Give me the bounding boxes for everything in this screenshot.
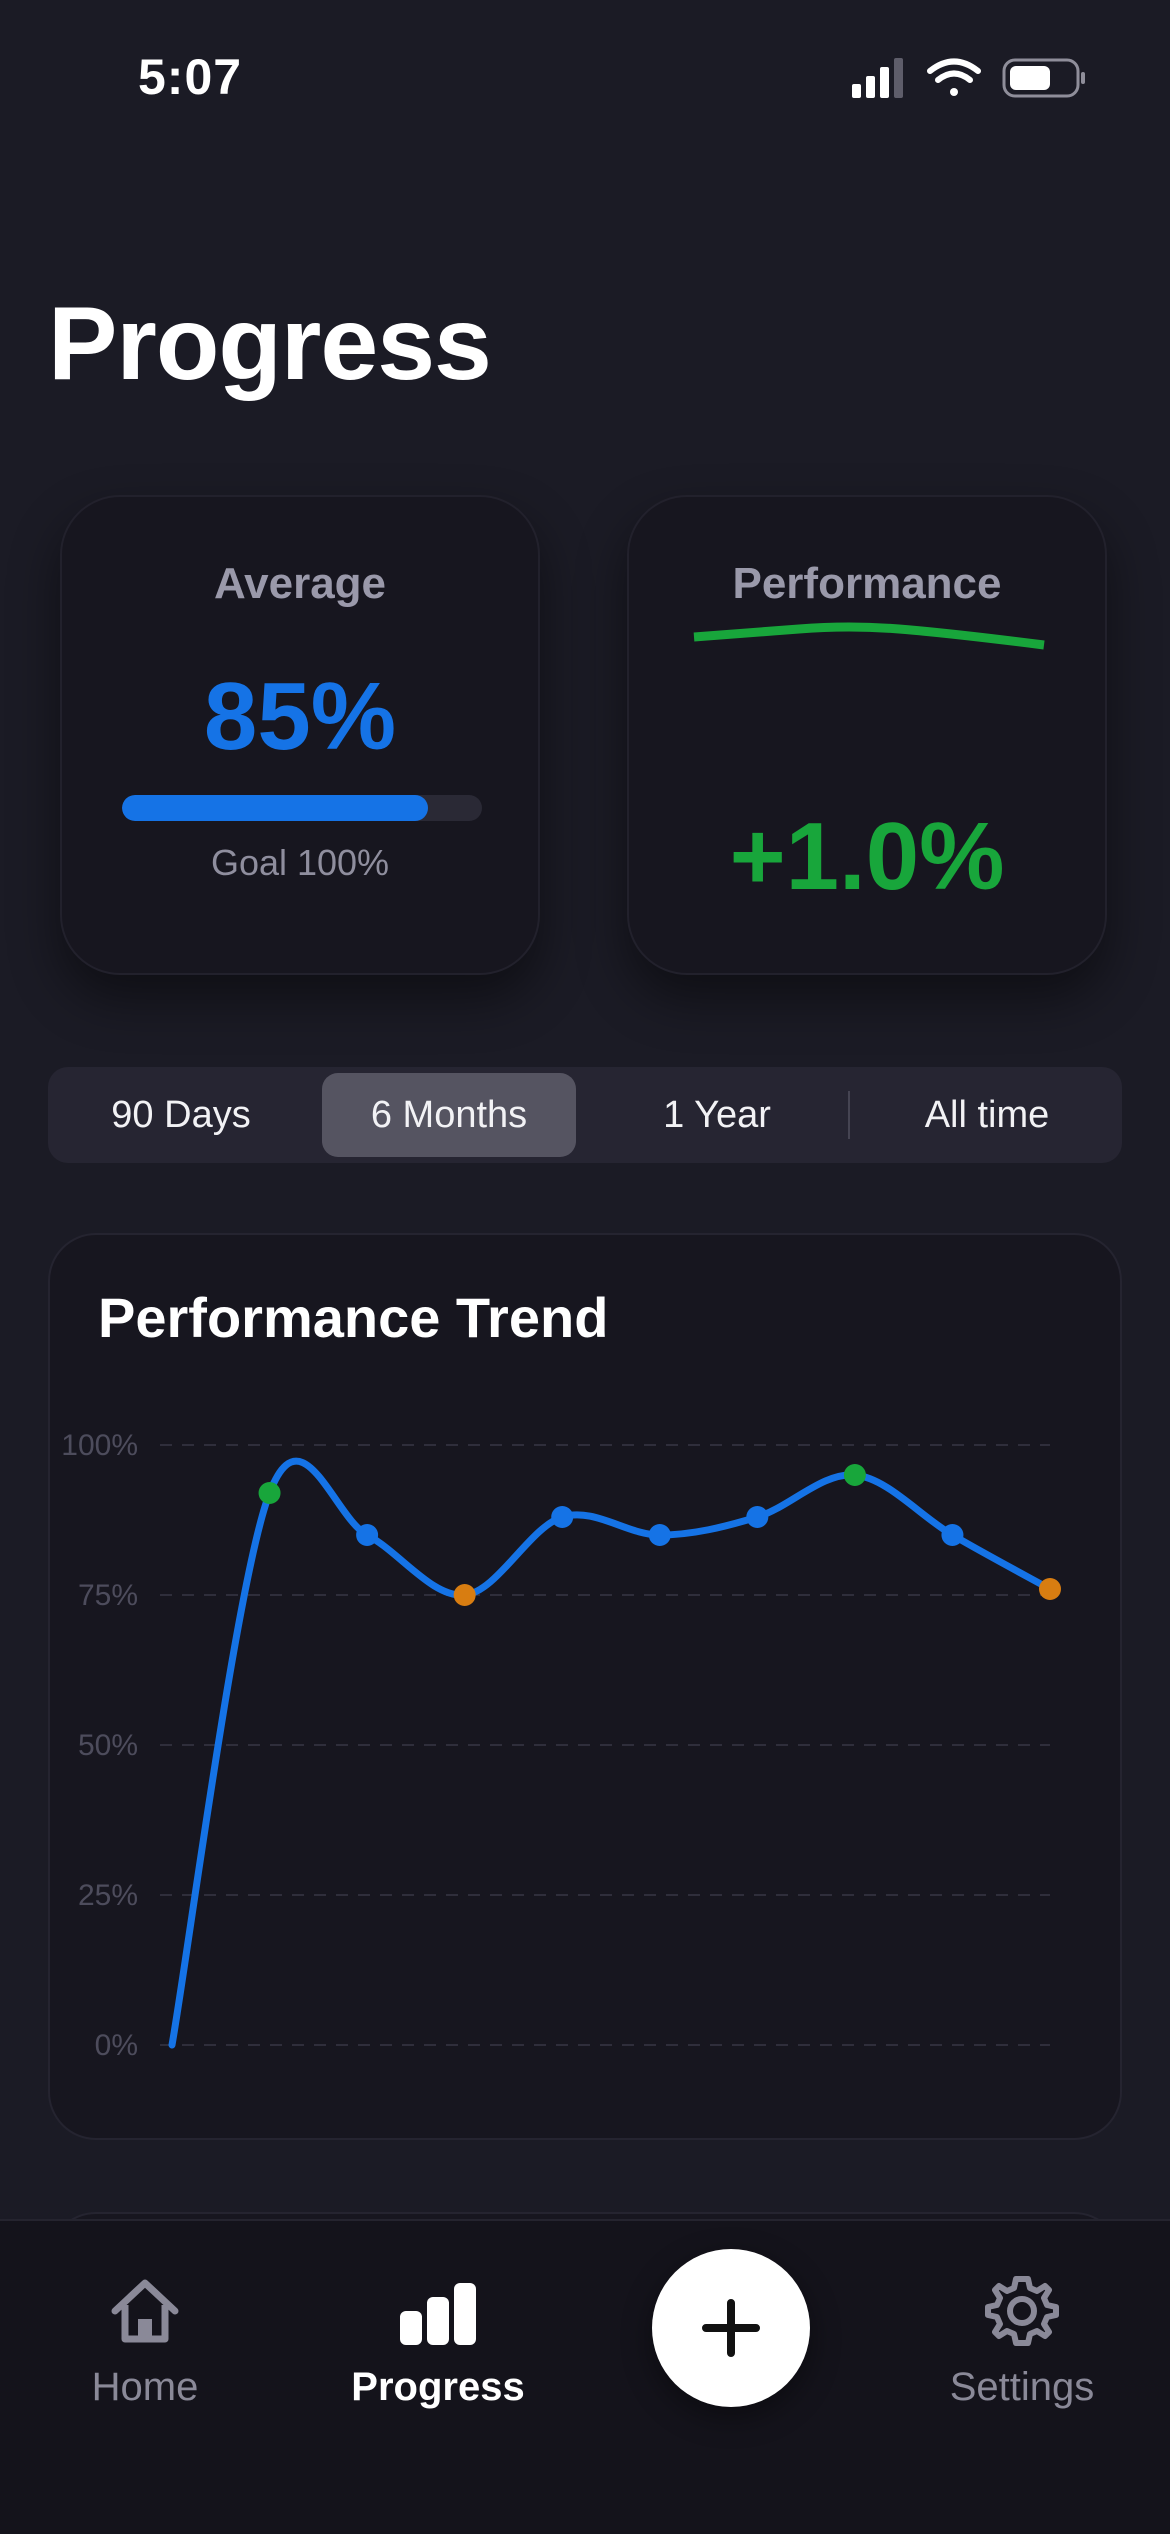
trend-point <box>941 1524 964 1546</box>
trend-point <box>258 1482 281 1504</box>
y-tick-label: 0% <box>95 2029 138 2062</box>
bar-chart-icon <box>400 2283 476 2345</box>
y-tick-label: 25% <box>78 1879 138 1912</box>
range-tab-all-time[interactable]: All time <box>924 1094 1050 1136</box>
status-time: 5:07 <box>138 49 243 105</box>
signal-icon <box>852 58 903 98</box>
trend-title: Performance Trend <box>98 1286 609 1349</box>
performance-value: +1.0% <box>729 803 1005 910</box>
status-icons <box>852 58 1085 98</box>
average-value: 85% <box>203 663 397 770</box>
gear-icon <box>985 2276 1059 2346</box>
status-bar: 5:07 <box>0 0 1170 150</box>
trend-point <box>453 1584 476 1606</box>
tab-home-label: Home <box>91 2365 199 2409</box>
trend-point <box>1039 1578 1061 1600</box>
average-label: Average <box>213 559 387 608</box>
performance-card[interactable]: Performance +1.0% <box>627 495 1107 975</box>
range-tab-1-year[interactable]: 1 Year <box>663 1094 771 1136</box>
y-tick-label: 75% <box>78 1579 138 1612</box>
battery-icon <box>1002 58 1085 98</box>
page-title: Progress <box>48 286 492 402</box>
goal-label: Goal 100% <box>210 842 390 883</box>
home-icon <box>111 2279 179 2343</box>
performance-trend-chart: 100% 75% 50% 25% 0% <box>61 1429 1061 2062</box>
goal-progress-fill <box>122 795 428 821</box>
y-tick-label: 100% <box>61 1429 138 1462</box>
tab-settings-label: Settings <box>949 2365 1095 2409</box>
y-tick-label: 50% <box>78 1729 138 1762</box>
performance-sparkline <box>693 622 1045 650</box>
trend-point <box>551 1506 574 1528</box>
goal-progress-bar <box>122 795 482 821</box>
tab-home[interactable]: Home <box>25 2271 265 2410</box>
tab-settings[interactable]: Settings <box>902 2271 1142 2410</box>
tab-bar: Home Progress Settings <box>0 2219 1170 2534</box>
plus-icon <box>702 2299 760 2357</box>
wifi-icon <box>927 58 981 96</box>
range-tab-6-months[interactable]: 6 Months <box>322 1073 576 1157</box>
trend-point <box>746 1506 769 1528</box>
performance-label: Performance <box>732 559 1002 608</box>
range-segmented-control: 90 Days 6 Months 1 Year All time <box>48 1067 1122 1163</box>
tab-progress[interactable]: Progress <box>318 2271 558 2410</box>
trend-point <box>843 1464 866 1486</box>
tab-progress-label: Progress <box>351 2365 525 2409</box>
trend-line <box>168 1457 1054 2049</box>
segment-divider <box>848 1091 850 1139</box>
performance-trend-card: Performance Trend 100% 75% 50% 25% 0% <box>48 1233 1122 2140</box>
average-card[interactable]: Average 85% Goal 100% <box>60 495 540 975</box>
trend-point <box>356 1524 379 1546</box>
trend-point <box>648 1524 671 1546</box>
range-tab-90-days[interactable]: 90 Days <box>111 1094 251 1136</box>
add-button[interactable] <box>652 2249 810 2407</box>
